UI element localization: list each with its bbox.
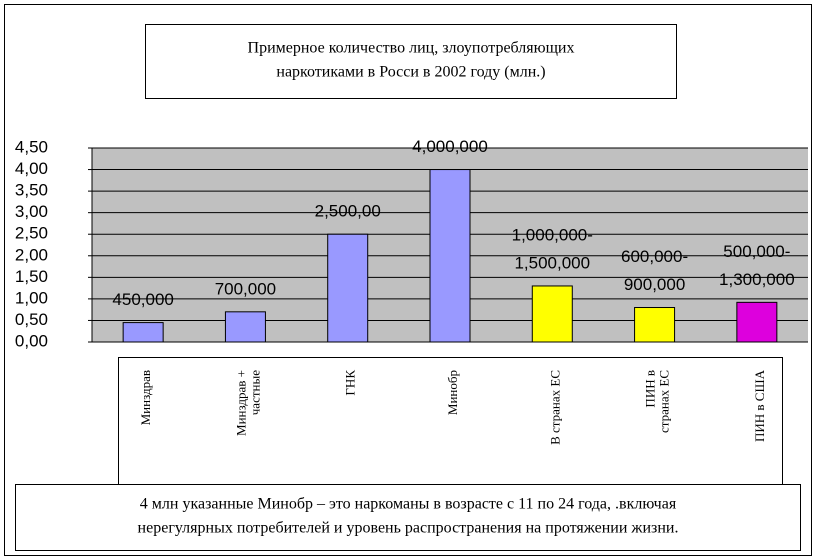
y-tick-label: 1,50 xyxy=(15,267,48,286)
x-tick-label: Минздрав + xyxy=(233,370,248,436)
bar xyxy=(327,233,369,343)
bar xyxy=(531,285,573,343)
x-tick-label: частные xyxy=(247,370,262,415)
footnote: нерегулярных потребителей и уровень расп… xyxy=(138,520,679,537)
y-tick-label: 0,00 xyxy=(15,331,48,350)
x-tick-label: странах ЕС xyxy=(657,370,672,433)
category-box xyxy=(118,357,783,485)
bar xyxy=(634,307,676,343)
x-tick-label: В странах ЕС xyxy=(547,370,562,445)
y-tick-label: 4,00 xyxy=(15,159,48,178)
bar xyxy=(122,322,164,343)
title-box xyxy=(145,24,677,99)
y-tick-label: 4,50 xyxy=(15,137,48,156)
y-tick-label: 3,50 xyxy=(15,181,48,200)
bar xyxy=(736,301,778,343)
y-tick-label: 0,50 xyxy=(15,310,48,329)
footnote: 4 млн указанные Минобр – это наркоманы в… xyxy=(140,496,677,513)
bar xyxy=(429,169,471,343)
x-tick-label: Минздрав xyxy=(138,370,153,425)
data-label: 700,000 xyxy=(215,279,276,298)
x-tick-label: ГНК xyxy=(343,370,358,396)
data-label: 2,500,00 xyxy=(315,202,381,221)
x-tick-label: ПИН в США xyxy=(752,369,767,442)
data-label: 600,000- xyxy=(621,247,688,266)
footnote-box xyxy=(15,484,801,551)
data-label: 1,500,000 xyxy=(514,253,590,272)
chart-title: Примерное количество лиц, злоупотребляющ… xyxy=(248,40,575,57)
data-label: 1,000,000- xyxy=(512,225,593,244)
data-label: 4,000,000 xyxy=(412,137,488,156)
y-tick-label: 3,00 xyxy=(15,202,48,221)
y-tick-label: 1,00 xyxy=(15,288,48,307)
data-label: 1,300,000 xyxy=(719,270,795,289)
chart-title: наркотиками в Росси в 2002 году (млн.) xyxy=(276,64,545,81)
y-tick-label: 2,00 xyxy=(15,245,48,264)
data-label: 900,000 xyxy=(624,275,685,294)
bar xyxy=(224,311,266,343)
data-label: 500,000- xyxy=(723,242,790,261)
y-tick-label: 2,50 xyxy=(15,224,48,243)
data-label: 450,000 xyxy=(112,290,173,309)
x-tick-label: ПИН в xyxy=(643,370,658,408)
x-tick-label: Минобр xyxy=(445,370,460,415)
